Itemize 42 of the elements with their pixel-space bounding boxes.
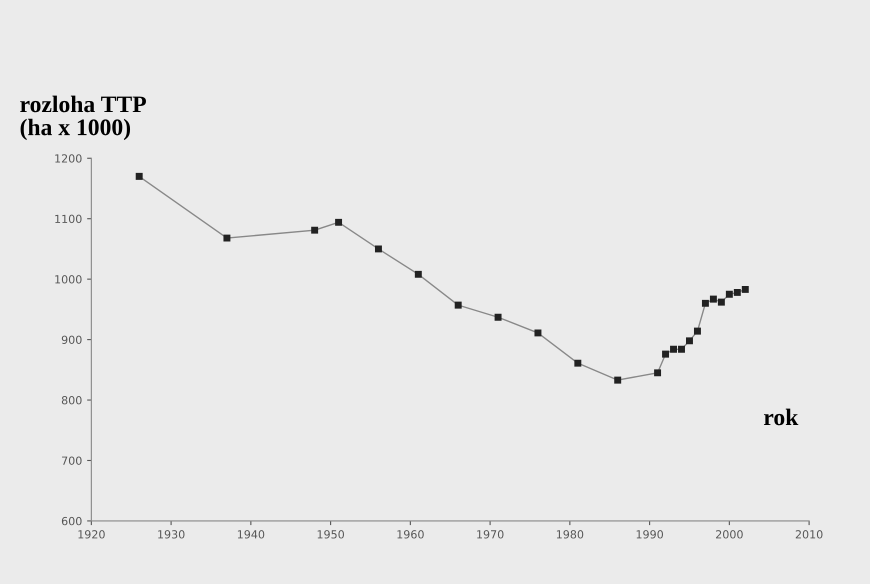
- point: [694, 328, 701, 335]
- y-tick-label: 800: [62, 396, 82, 404]
- y-tick-label: 1100: [55, 214, 82, 224]
- point: [654, 369, 662, 376]
- point: [686, 337, 693, 344]
- point: [710, 296, 717, 303]
- x-tick-label: 1940: [238, 530, 264, 539]
- point: [718, 298, 725, 306]
- x-tick-label: 1980: [556, 530, 584, 539]
- point: [311, 226, 318, 234]
- y-tick-label: 600: [62, 516, 82, 526]
- y-axis-title: rozloha TTP (ha x 1000): [20, 96, 146, 140]
- y-tick-label: 1000: [55, 275, 82, 284]
- point: [678, 346, 685, 353]
- point: [574, 360, 582, 367]
- point: [374, 245, 382, 252]
- x-tick-label: 1960: [397, 530, 424, 539]
- y-tick-label: 1200: [55, 154, 82, 163]
- point: [494, 314, 502, 321]
- point: [534, 329, 542, 336]
- point: [136, 172, 143, 180]
- point: [734, 288, 741, 296]
- x-tick-label: 1930: [158, 530, 184, 539]
- point: [662, 350, 670, 358]
- point: [742, 286, 749, 293]
- point: [454, 302, 462, 309]
- point: [223, 234, 230, 242]
- x-tick-label: 1990: [636, 530, 663, 539]
- y-tick-label: 900: [62, 336, 82, 344]
- x-tick-label: 2000: [716, 530, 743, 539]
- point: [335, 218, 342, 226]
- point: [702, 300, 709, 307]
- x-tick-label: 1950: [318, 530, 344, 539]
- point: [414, 270, 422, 278]
- y-tick-label: 700: [62, 456, 82, 465]
- x-tick-label: 2010: [796, 530, 822, 539]
- point: [726, 290, 733, 298]
- x-tick-label: 1920: [78, 530, 105, 539]
- point: [614, 376, 622, 384]
- point: [670, 346, 677, 353]
- x-axis-title: rok: [764, 408, 798, 426]
- x-tick-label: 1970: [477, 530, 504, 539]
